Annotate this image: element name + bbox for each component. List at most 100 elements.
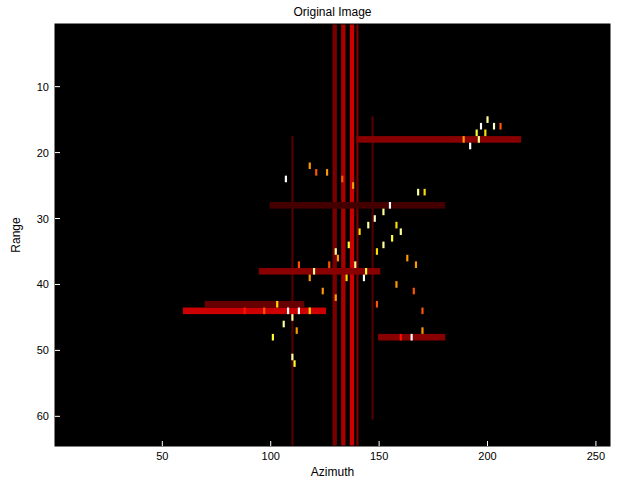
cell [283,321,285,328]
cell [486,116,488,123]
x-tick-label: 150 [370,450,388,462]
cell [298,261,300,268]
cell [480,123,482,130]
streak [341,24,345,446]
y-tick-label: 50 [37,344,49,356]
streak [183,308,326,315]
cell [291,354,293,361]
heatmap-cells [183,24,521,446]
cell [476,130,478,137]
y-tick [55,350,60,351]
cell [415,261,417,268]
cell [391,235,393,242]
streak [270,202,446,209]
x-tick [595,441,596,446]
cell [484,130,486,137]
streak [356,24,358,446]
streak [378,334,445,341]
cell [400,228,402,235]
cell [346,275,348,282]
cell [389,202,391,209]
cell [365,268,367,275]
y-tick-label: 40 [37,278,49,290]
y-tick-label: 10 [37,81,49,93]
cell [400,334,402,341]
cell [424,189,426,196]
cell [287,308,289,315]
cell [406,255,408,262]
cell [413,288,415,295]
cell [478,136,480,143]
y-tick [55,218,60,219]
cell [421,327,423,334]
cell [276,301,278,308]
cell [272,334,274,341]
streak [205,301,305,308]
streak [291,136,293,446]
title: Original Image [293,5,371,19]
cell [322,288,324,295]
x-tick-label: 50 [156,450,168,462]
cell [341,176,343,183]
cell [335,248,337,255]
cell [326,169,328,176]
x-axis-title: Azimuth [311,465,354,479]
cell [417,189,419,196]
cell [363,275,365,282]
cell [469,143,471,150]
x-tick [270,441,271,446]
cell [293,360,295,367]
x-tick-label: 250 [587,450,605,462]
cell [335,294,337,301]
x-tick-label: 100 [262,450,280,462]
x-tick [487,441,488,446]
cell [421,308,423,315]
cell [499,123,501,130]
y-tick [55,152,60,153]
y-tick-label: 20 [37,147,49,159]
cell [244,308,246,315]
cell [395,281,397,288]
cell [374,215,376,222]
cell [337,255,339,262]
cell [263,308,265,315]
streak [333,24,337,446]
cell [354,261,356,268]
cell [328,261,330,268]
cell [309,308,311,315]
cell [291,314,293,321]
y-tick-label: 30 [37,213,49,225]
streak [259,268,380,275]
y-axis-title: Range [9,217,23,253]
cell [315,169,317,176]
y-tick [55,86,60,87]
y-tick [55,284,60,285]
cell [352,182,354,189]
cell [395,222,397,229]
chart: 50 100 150 200 250 10 20 30 40 50 60 Original Image… [0,0,620,493]
streak [356,136,521,143]
cell [382,209,384,216]
cell [376,301,378,308]
x-tick [162,441,163,446]
streak [350,24,354,446]
cell [463,136,465,143]
cell [367,222,369,229]
cell [382,242,384,249]
cell [411,334,413,341]
cell [376,248,378,255]
cell [296,327,298,334]
cell [309,275,311,282]
cell [313,268,315,275]
cell [298,308,300,315]
plot-frame [55,24,610,446]
y-tick [55,416,60,417]
plot-background [55,24,610,446]
cell [309,162,311,169]
x-tick-label: 200 [478,450,496,462]
cell [359,228,361,235]
x-tick [379,441,380,446]
cell [285,176,287,183]
y-tick-label: 60 [37,410,49,422]
cell [493,123,495,130]
